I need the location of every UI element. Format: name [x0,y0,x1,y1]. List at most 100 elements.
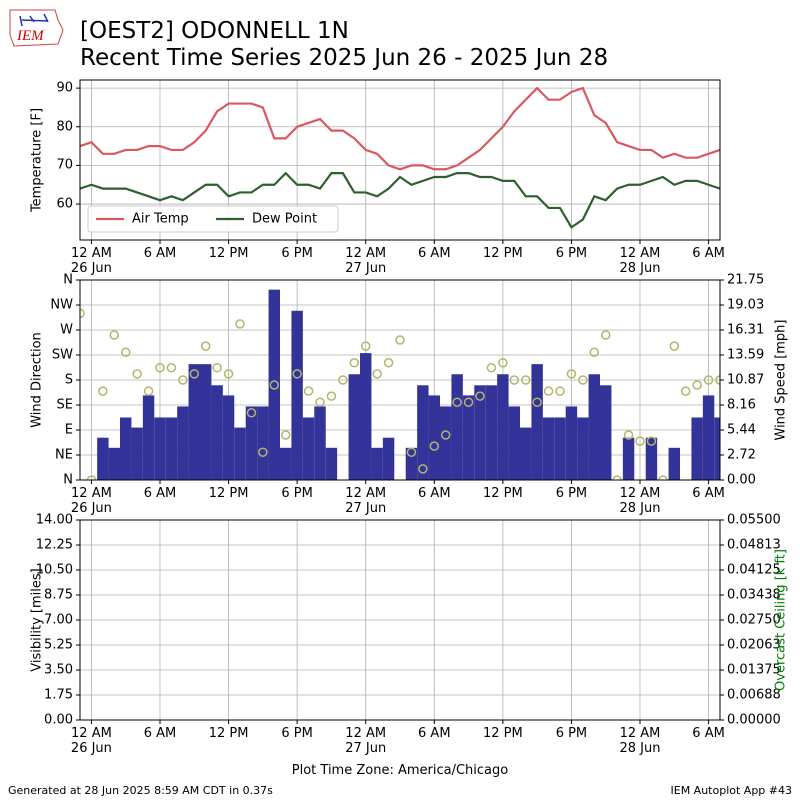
x-tick-label: 12 AM 27 Jun [345,726,387,756]
series-line [80,86,720,171]
footer-right: IEM Autoplot App #43 [670,784,793,797]
wind-speed-bar [440,406,452,480]
x-axis-label: Plot Time Zone: America/Chicago [291,763,509,778]
wind-direction-point [463,397,474,407]
wind-direction-point [658,475,668,480]
y2-tick-label: 19.03 [727,297,765,313]
x-tick-label: 12 PM [482,246,523,261]
wind-speed-bar [200,364,212,480]
wind-direction-point [383,358,394,368]
wind-direction-point [566,369,577,379]
y2-tick-label: 0.02750 [727,612,781,628]
logo-text: IEM [17,28,44,44]
x-tick-label: 12 PM [482,726,523,741]
wind-direction-point [166,363,177,373]
y-tick-label: N [63,472,73,488]
axes-frame [79,519,721,721]
y2-tick-label: 0.01375 [727,662,781,678]
wind-speed-bar [108,447,120,480]
legend-box [87,205,339,233]
y2-tick-label: 0.04813 [727,537,781,553]
y-tick-label: 12.25 [35,537,73,553]
wind-direction-point [395,335,405,345]
wind-speed-bar [645,437,658,480]
y-tick-label: 80 [56,119,73,135]
wind-speed-bar [120,417,132,480]
wind-speed-bar [691,417,703,480]
wind-direction-point [475,391,485,401]
y2-tick-label: 10.87 [727,372,765,388]
wind-speed-bar [371,447,383,480]
wind-direction-point [635,436,645,446]
y-axis-label: Visibility [miles] [29,568,45,672]
wind-speed-bar [600,385,612,480]
y2-tick-label: 13.59 [727,347,765,363]
wind-speed-bar [702,395,715,480]
x-tick-label: 6 AM [418,246,451,261]
wind-direction-point [692,380,702,390]
wind-speed-bar [417,385,429,480]
wind-speed-bar [520,427,532,480]
y-tick-label: SE [56,397,73,413]
wind-direction-point [715,375,720,385]
y-tick-label: 5.25 [44,637,73,653]
wind-direction-point [498,358,508,368]
wind-speed-bar [360,353,372,480]
wind-direction-point [372,369,382,379]
wind-direction-point [269,380,280,390]
wind-speed-bar [462,395,475,480]
x-tick-label: 12 AM 26 Jun [70,726,112,756]
wind-direction-point [418,464,428,474]
wind-speed-bar [474,385,486,480]
wind-speed-bar [234,427,246,480]
subtitle: Recent Time Series 2025 Jun 26 - 2025 Ju… [80,45,609,71]
wind-speed-bar [165,417,178,480]
wind-speed-bar [382,437,395,480]
legend-label: Air Temp [132,211,189,227]
wind-direction-point [292,369,302,379]
x-tick-label: 6 AM [418,726,451,741]
wind-speed-bar [177,406,189,480]
y-tick-label: 8.75 [44,587,73,603]
x-tick-label: 12 AM 26 Jun [70,246,112,276]
wind-speed-bar [714,417,720,480]
x-tick-label: 12 AM 26 Jun [70,486,112,516]
wind-direction-point [532,397,542,407]
y-tick-label: 0.00 [44,712,73,728]
y-tick-label: S [64,372,73,388]
y-tick-label: 14.00 [35,512,73,528]
y-tick-label: N [63,272,73,288]
plot-area [80,86,720,229]
wind-direction-point [189,369,200,379]
wind-direction-point [429,441,440,451]
y2-tick-label: 8.16 [727,397,756,413]
y-axis-label: Wind Direction [29,332,45,428]
wind-direction-point [555,386,565,396]
wind-direction-point [280,430,291,440]
x-tick-label: 12 AM 28 Jun [619,246,661,276]
y2-tick-label: 0.03438 [727,587,781,603]
wind-direction-point [98,386,108,396]
x-tick-label: 12 AM 27 Jun [345,246,387,276]
x-tick-label: 12 PM [482,486,523,501]
x-tick-label: 6 PM [281,246,313,261]
wind-speed-bar [531,364,543,480]
wind-direction-point [132,369,142,379]
wind-direction-point [440,430,451,440]
wind-speed-bar [451,374,463,480]
x-tick-label: 6 PM [555,726,588,741]
wind-direction-point [80,308,85,319]
x-tick-label: 6 PM [555,246,588,261]
wind-speed-bar [245,406,258,480]
y2-axis-label: Wind Speed [mph] [773,319,789,441]
x-tick-label: 6 AM [692,486,725,501]
y-tick-label: W [60,322,73,338]
series-line [80,171,720,229]
y-tick-label: SW [51,347,73,363]
x-tick-label: 12 PM [208,486,249,501]
wind-direction-point [680,386,691,396]
wind-speed-bar [485,385,498,480]
y-tick-label: NW [50,297,73,313]
wind-speed-bar [268,289,280,480]
